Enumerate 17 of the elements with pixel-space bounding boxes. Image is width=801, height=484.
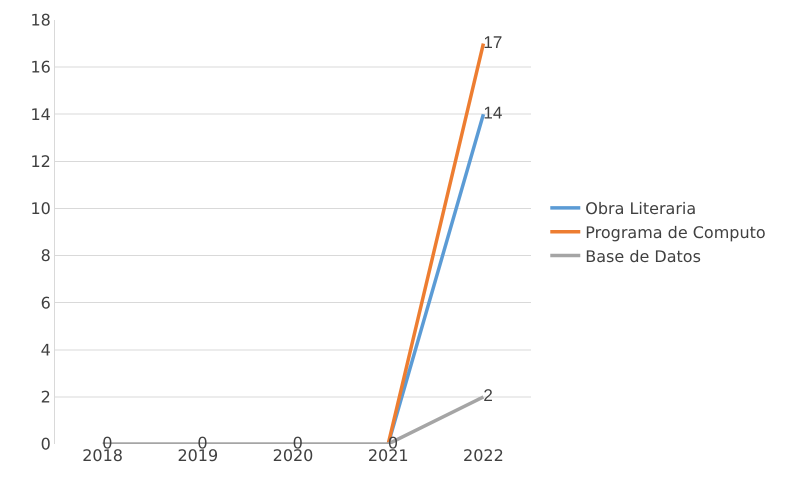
y-tick-label: 16 (30, 58, 51, 77)
y-tick-label: 2 (40, 387, 51, 406)
y-tick-label: 14 (30, 104, 51, 124)
legend-label: Programa de Computo (585, 222, 766, 242)
data-label: 17 (483, 32, 502, 52)
legend-label: Base de Datos (585, 246, 701, 266)
x-tick-label: 2022 (463, 446, 504, 465)
legend-label: Obra Literaria (585, 199, 696, 218)
y-tick-label: 18 (30, 10, 51, 30)
y-tick-label: 12 (30, 152, 51, 171)
y-tick-label: 8 (40, 246, 51, 266)
y-tick-label: 10 (30, 199, 51, 218)
y-tick-label: 0 (40, 434, 51, 454)
data-label: 2 (483, 386, 493, 406)
data-label: 14 (483, 103, 502, 122)
y-tick-label: 4 (40, 340, 51, 360)
y-tick-label: 6 (40, 293, 51, 312)
